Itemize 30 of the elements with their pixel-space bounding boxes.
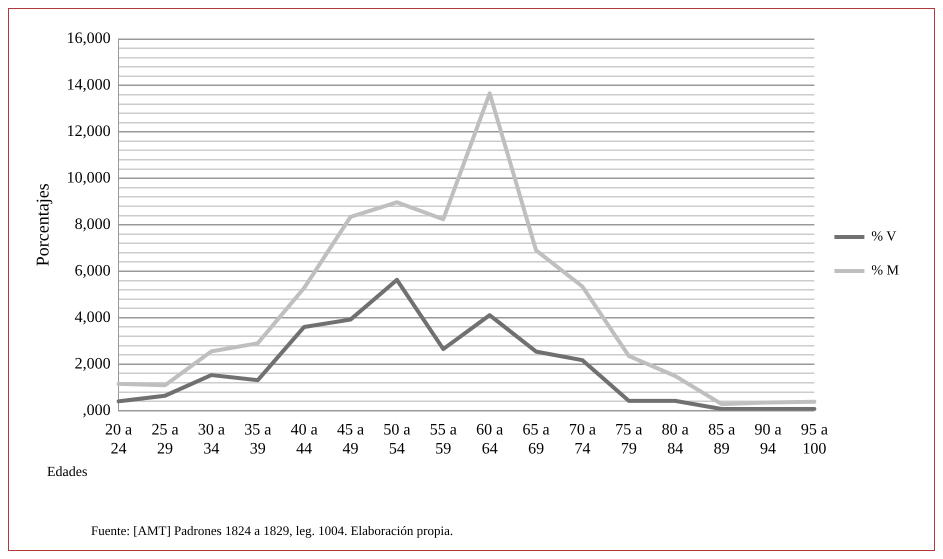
x-axis-title: Edades	[47, 465, 88, 481]
x-tick-label: 95 a 100	[800, 421, 828, 458]
x-tick-label: 90 a 94	[754, 421, 782, 458]
x-tick-label: 40 a 44	[290, 421, 318, 458]
x-tick-label: 30 a 34	[198, 421, 225, 458]
y-tick-label: 8,000	[74, 216, 111, 234]
y-tick-label: 6,000	[74, 262, 111, 280]
x-tick-label: 25 a 29	[151, 421, 179, 458]
y-tick-label: 2,000	[74, 355, 111, 372]
x-tick-label: 85 a 89	[708, 421, 736, 458]
y-tick-label: 4,000	[74, 308, 111, 326]
x-tick-label: 60 a 64	[476, 421, 504, 458]
y-tick-label: 14,000	[66, 76, 111, 94]
x-tick-label: 75 a 79	[615, 421, 642, 458]
legend-label: % M	[871, 264, 900, 279]
y-tick-label: 16,000	[66, 30, 111, 48]
x-tick-label: 80 a 84	[662, 421, 689, 458]
x-tick-label: 70 a 74	[568, 421, 596, 458]
x-tick-label: 20 a 24	[105, 421, 132, 458]
y-tick-label: ,000	[82, 402, 111, 419]
y-axis-title: Porcentajes	[32, 183, 53, 266]
legend-label: % V	[871, 230, 896, 245]
x-tick-label: 65 a 69	[522, 421, 550, 458]
x-tick-label: 50 a 54	[383, 421, 410, 458]
y-tick-label: 10,000	[66, 170, 111, 187]
y-tick-label: 12,000	[66, 123, 111, 140]
x-tick-label: 55 a 59	[430, 421, 457, 458]
source-note: Fuente: [AMT] Padrones 1824 a 1829, leg. 1004. Elaboración propia.	[91, 523, 454, 539]
x-tick-label: 45 a 49	[336, 421, 364, 458]
x-tick-label: 35 a 39	[244, 421, 272, 458]
